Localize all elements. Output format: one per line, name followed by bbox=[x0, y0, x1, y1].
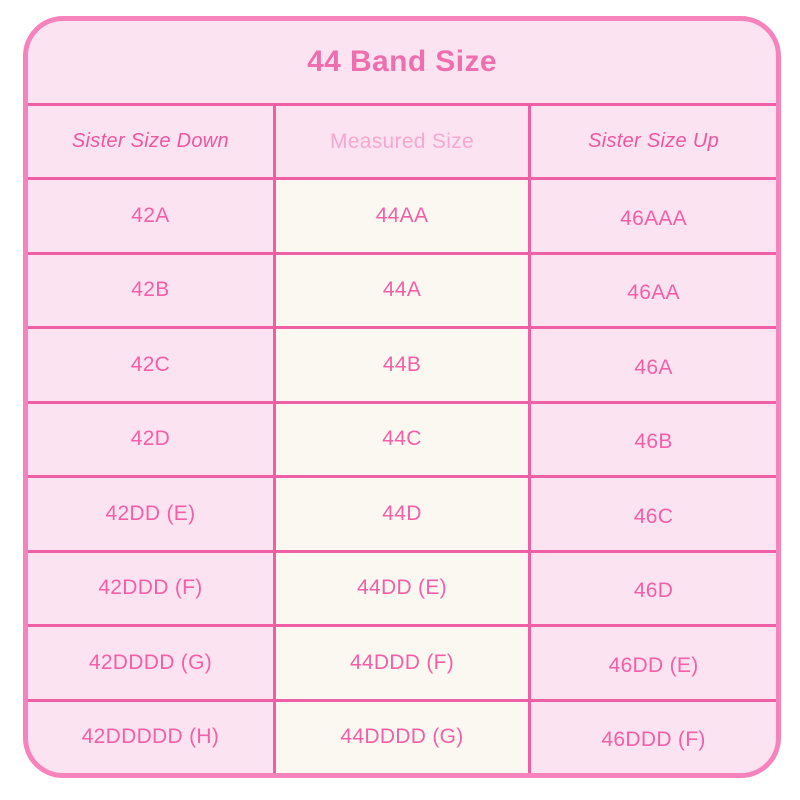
size-cell-up: 46AA bbox=[531, 254, 776, 326]
size-cell-down: 42A bbox=[28, 180, 273, 252]
size-cell-measured: 44B bbox=[275, 329, 529, 401]
size-cell-down: 42C bbox=[28, 329, 273, 401]
size-cell-up: 46A bbox=[531, 329, 776, 401]
size-cell-down: 42DDDD (G) bbox=[28, 627, 273, 699]
size-cell-up: 46C bbox=[531, 478, 776, 550]
size-cell-measured: 44A bbox=[275, 254, 529, 326]
size-cell-measured: 44AA bbox=[275, 180, 529, 252]
size-cell-up: 46B bbox=[531, 403, 776, 475]
size-cell-down: 42DDDDD (H) bbox=[28, 701, 273, 773]
column-header-measured-size: Measured Size bbox=[275, 106, 529, 177]
chart-title: 44 Band Size bbox=[28, 21, 776, 106]
size-cell-down: 42B bbox=[28, 254, 273, 326]
size-cell-down: 42DD (E) bbox=[28, 478, 273, 550]
size-cell-measured: 44DD (E) bbox=[275, 552, 529, 624]
size-cell-measured: 44C bbox=[275, 403, 529, 475]
size-cell-measured: 44DDD (F) bbox=[275, 627, 529, 699]
size-cell-up: 46DDD (F) bbox=[531, 701, 776, 773]
column-header-sister-size-down: Sister Size Down bbox=[28, 106, 273, 177]
size-cell-down: 42DDD (F) bbox=[28, 552, 273, 624]
size-cell-up: 46AAA bbox=[531, 180, 776, 252]
sister-size-table: Sister Size Down Measured Size Sister Si… bbox=[28, 106, 776, 773]
size-cell-measured: 44DDDD (G) bbox=[275, 701, 529, 773]
size-cell-up: 46D bbox=[531, 552, 776, 624]
size-cell-measured: 44D bbox=[275, 478, 529, 550]
band-size-chart-card: 44 Band Size Sister Size Down Measured S… bbox=[23, 16, 781, 778]
size-cell-up: 46DD (E) bbox=[531, 627, 776, 699]
size-cell-down: 42D bbox=[28, 403, 273, 475]
column-header-sister-size-up: Sister Size Up bbox=[531, 106, 776, 177]
